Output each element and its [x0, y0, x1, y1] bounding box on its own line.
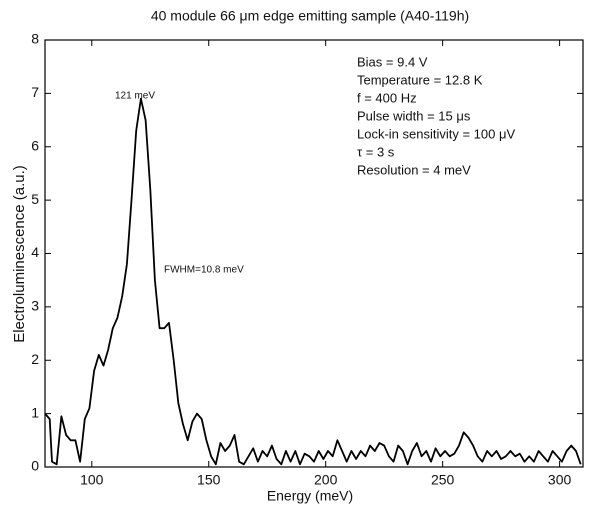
- x-axis-label: Energy (meV): [267, 488, 353, 504]
- y-tick-label: 2: [31, 351, 39, 367]
- y-tick-label: 6: [31, 137, 39, 153]
- x-tick-label: 150: [197, 472, 221, 488]
- chart-title: 40 module 66 μm edge emitting sample (A4…: [151, 8, 469, 24]
- fwhm-annotation: FWHM=10.8 meV: [164, 265, 244, 276]
- y-tick-label: 7: [31, 84, 39, 100]
- y-tick-label: 8: [31, 31, 39, 47]
- y-tick-label: 3: [31, 298, 39, 314]
- x-tick-label: 200: [314, 472, 338, 488]
- y-tick-label: 0: [31, 458, 39, 474]
- y-tick-label: 1: [31, 404, 39, 420]
- data-line: [44, 97, 582, 466]
- condition-text: τ = 3 s: [357, 144, 395, 159]
- condition-text: Bias = 9.4 V: [357, 54, 428, 69]
- peak-annotation: 121 meV: [115, 91, 155, 102]
- condition-text: f = 400 Hz: [357, 90, 417, 105]
- y-tick-label: 4: [31, 244, 39, 260]
- condition-text: Temperature = 12.8 K: [357, 72, 483, 87]
- plot-frame: [44, 39, 584, 468]
- y-axis-label: Electroluminescence (a.u.): [11, 165, 28, 343]
- condition-text: Pulse width = 15 μs: [357, 108, 471, 123]
- condition-text: Resolution = 4 meV: [357, 162, 471, 177]
- condition-text: Lock-in sensitivity = 100 μV: [357, 126, 515, 141]
- y-tick-label: 5: [31, 191, 39, 207]
- x-tick-label: 250: [431, 472, 455, 488]
- x-tick-label: 300: [548, 472, 572, 488]
- x-tick-label: 100: [80, 472, 104, 488]
